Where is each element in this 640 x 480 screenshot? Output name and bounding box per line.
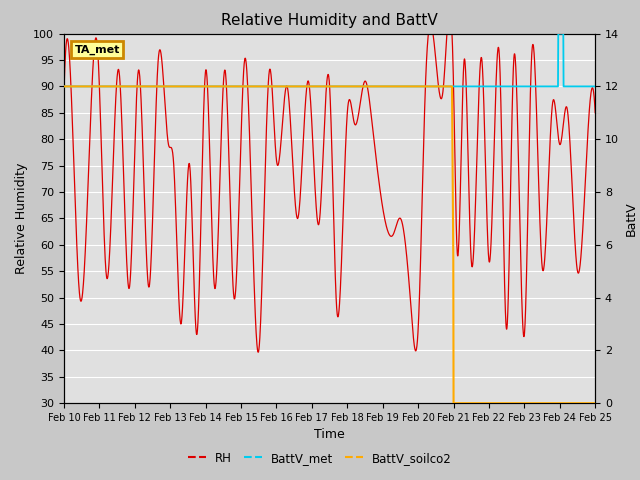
Text: TA_met: TA_met [75,45,120,55]
Title: Relative Humidity and BattV: Relative Humidity and BattV [221,13,438,28]
X-axis label: Time: Time [314,429,345,442]
Y-axis label: Relative Humidity: Relative Humidity [15,163,28,274]
Y-axis label: BattV: BattV [625,201,637,236]
Legend: RH, BattV_met, BattV_soilco2: RH, BattV_met, BattV_soilco2 [183,447,457,469]
